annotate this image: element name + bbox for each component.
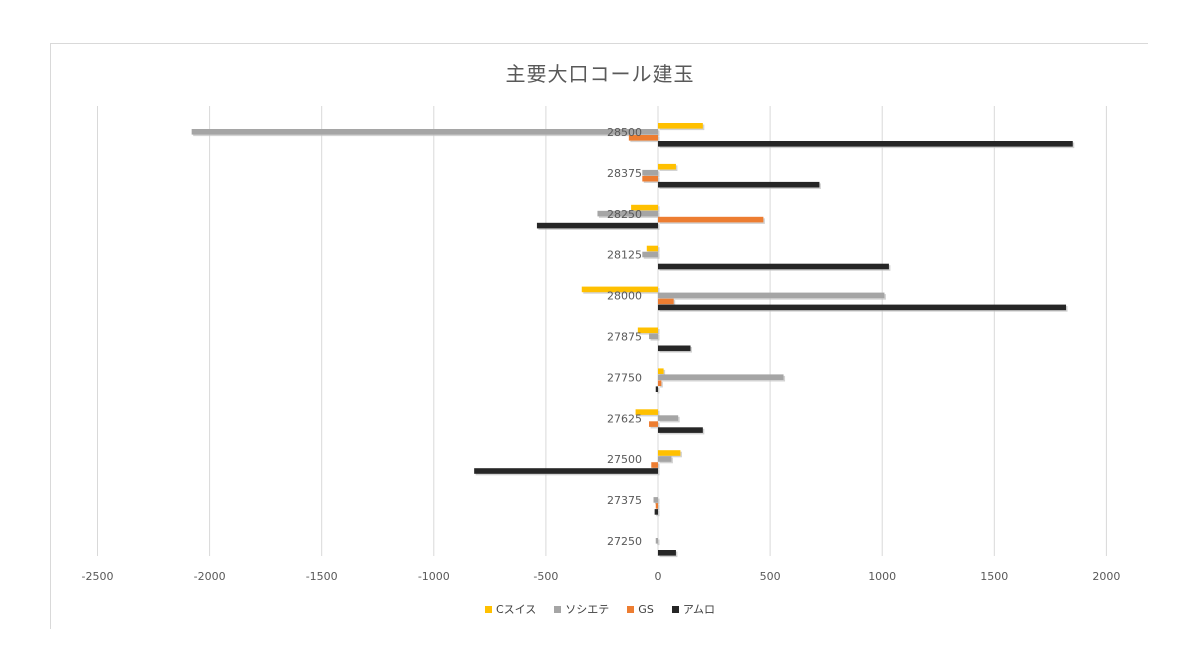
bar-ソシエテ [649, 333, 658, 340]
bar-ソシエテ [642, 251, 658, 258]
y-tick-label: 27500 [607, 453, 642, 466]
legend-item: GS [627, 601, 654, 617]
y-tick-label: 28250 [607, 208, 642, 221]
bar-アムロ [658, 345, 691, 352]
bar-Cスイス [635, 409, 658, 415]
x-tick-label: -1500 [306, 570, 338, 583]
bar-Cスイス [631, 204, 658, 211]
legend-label: アムロ [682, 603, 716, 616]
bar-ソシエテ [642, 169, 658, 176]
legend-item: アムロ [671, 601, 716, 617]
x-tick-label: 500 [760, 570, 781, 583]
bar-アムロ [658, 304, 1067, 311]
bar-Cスイス [658, 123, 703, 129]
bar-ソシエテ [658, 292, 885, 299]
bar-アムロ [658, 141, 1073, 147]
legend-label: GS [638, 602, 654, 616]
legend-swatch [554, 605, 562, 613]
chart-legend: Cスイス ソシエテ GS アムロ [0, 601, 1200, 617]
bar-Cスイス [658, 450, 681, 456]
bar-GS [649, 421, 658, 427]
legend-swatch [671, 605, 679, 613]
y-tick-label: 28125 [607, 249, 642, 262]
legend-label: ソシエテ [565, 603, 610, 616]
y-tick-label: 27750 [607, 371, 642, 384]
y-tick-label: 27250 [607, 535, 642, 548]
bar-Cスイス [658, 163, 676, 170]
bar-shadow [657, 387, 660, 394]
x-tick-label: 2000 [1092, 570, 1120, 583]
bar-ソシエテ [658, 456, 672, 462]
y-tick-label: 27875 [607, 331, 642, 344]
bar-ソシエテ [653, 497, 658, 503]
y-tick-label: 27375 [607, 494, 642, 507]
bar-GS [642, 175, 658, 182]
bar-shadow [657, 504, 660, 511]
bar-Cスイス [637, 327, 658, 334]
legend-item: Cスイス [484, 601, 537, 617]
chart-frame [50, 43, 1148, 629]
bar-ソシエテ [597, 210, 658, 217]
legend-swatch [484, 605, 492, 613]
x-tick-label: -1000 [418, 570, 450, 583]
x-tick-label: -500 [533, 570, 558, 583]
y-tick-label: 27625 [607, 412, 642, 425]
x-tick-label: 1500 [980, 570, 1008, 583]
y-tick-label: 28375 [607, 167, 642, 180]
bar-ソシエテ [191, 129, 658, 135]
x-tick-label: -2500 [82, 570, 114, 583]
bar-GS [658, 298, 674, 305]
bar-Cスイス [658, 368, 664, 374]
bar-GS [628, 135, 658, 141]
bar-GS [651, 462, 658, 468]
bar-アムロ [658, 427, 703, 433]
bar-GS [655, 503, 658, 509]
bar-ソシエテ [658, 374, 784, 380]
bar-GS [658, 380, 662, 386]
legend-label: Cスイス [495, 603, 537, 616]
bar-アムロ [658, 263, 889, 270]
x-tick-label: 1000 [868, 570, 896, 583]
bar-ソシエテ [658, 415, 679, 421]
bar-Cスイス [646, 245, 658, 252]
bar-shadow [657, 539, 660, 546]
x-tick-label: 0 [655, 570, 662, 583]
chart-title: 主要大口コール建玉 [505, 62, 695, 86]
bar-アムロ [658, 550, 676, 556]
legend-item: ソシエテ [554, 601, 609, 617]
x-tick-label: -2000 [194, 570, 226, 583]
y-tick-label: 28000 [607, 290, 642, 303]
bar-アムロ [658, 181, 820, 188]
bar-アムロ [654, 509, 658, 515]
bar-アムロ [536, 222, 658, 229]
bar-Cスイス [581, 286, 658, 293]
legend-swatch [627, 605, 635, 613]
bar-アムロ [655, 386, 658, 392]
y-tick-label: 28500 [607, 126, 642, 139]
bar-ソシエテ [655, 538, 658, 544]
bar-GS [658, 216, 764, 223]
bar-アムロ [474, 468, 658, 474]
